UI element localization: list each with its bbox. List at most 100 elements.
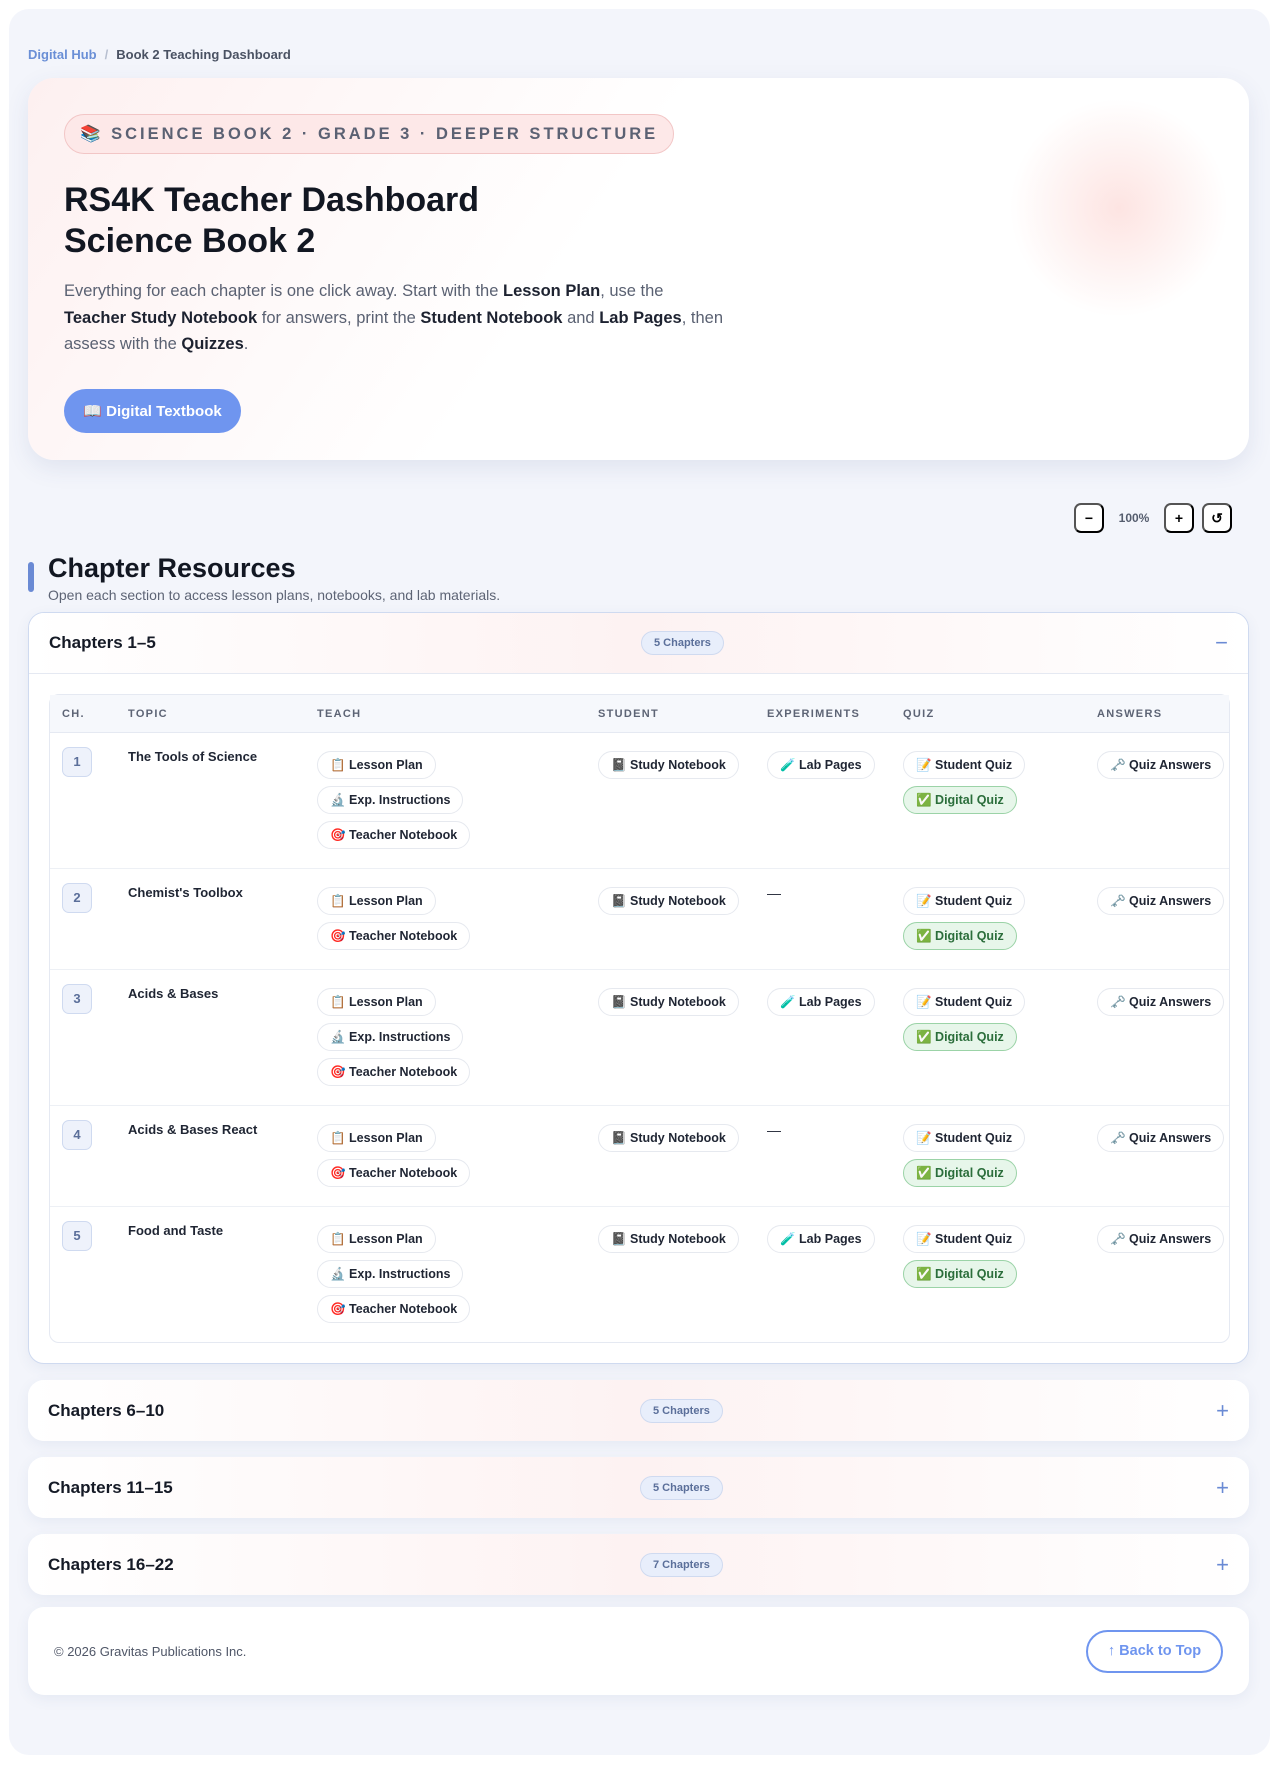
- copyright: © 2026 Gravitas Publications Inc.: [54, 1643, 247, 1659]
- resource-link[interactable]: 📋 Lesson Plan: [317, 751, 436, 779]
- group-header[interactable]: Chapters 16–22 7 Chapters +: [28, 1534, 1249, 1595]
- cell: 📓 Study Notebook: [586, 733, 755, 869]
- table-head: CH. TOPIC TEACH STUDENT EXPERIMENTS QUIZ ANSWE…: [50, 695, 1229, 733]
- description-text: .: [243, 335, 249, 353]
- breadcrumb-item[interactable]: Digital Hub: [28, 47, 97, 62]
- resource-link[interactable]: 📋 Lesson Plan: [317, 1225, 436, 1253]
- resource-link[interactable]: 📝 Student Quiz: [903, 887, 1026, 915]
- group-toggle[interactable]: +: [1216, 1474, 1229, 1500]
- zoom-button[interactable]: −: [1074, 503, 1104, 533]
- resource-link[interactable]: 🧪 Lab Pages: [767, 1225, 875, 1253]
- resource-link[interactable]: 🎯 Teacher Notebook: [317, 1058, 471, 1086]
- group-title: Chapters 1–5: [49, 633, 156, 652]
- resource-link[interactable]: 🎯 Teacher Notebook: [317, 1159, 471, 1187]
- zoom-button[interactable]: +: [1164, 503, 1194, 533]
- resource-link[interactable]: 📝 Student Quiz: [903, 751, 1026, 779]
- empty-cell: —: [767, 885, 781, 901]
- chapter-group: Chapters 6–10 5 Chapters +: [28, 1380, 1249, 1441]
- description-text: Teacher Study Notebook: [64, 308, 258, 327]
- back-to-top[interactable]: ↑ Back to Top: [1086, 1629, 1223, 1673]
- cell: 🧪 Lab Pages: [755, 733, 891, 869]
- cell: Acids & Bases React: [116, 1106, 305, 1207]
- description-text: and: [562, 308, 600, 327]
- description-text: Everything for each chapter is one click…: [64, 282, 503, 300]
- dashboard: Digital Hub / Book 2 Teaching Dashboard 📚 S…: [9, 9, 1270, 1755]
- resource-link[interactable]: 🧪 Lab Pages: [767, 988, 875, 1016]
- resource-link[interactable]: 📝 Student Quiz: [903, 988, 1026, 1016]
- footer: © 2026 Gravitas Publications Inc. ↑ Back …: [28, 1607, 1249, 1695]
- resource-link[interactable]: 📝 Student Quiz: [903, 1124, 1026, 1152]
- resource-link[interactable]: 🔬 Exp. Instructions: [317, 786, 464, 814]
- cell: 📋 Lesson Plan 🎯 Teacher Notebook: [305, 869, 586, 970]
- chapter-row: 4 Acids & Bases React 📋 Lesson Plan 🎯 Teach…: [50, 1106, 1229, 1207]
- resource-link[interactable]: ✅ Digital Quiz: [903, 922, 1017, 950]
- hero: 📚 SCIENCE BOOK 2 · GRADE 3 · DEEPER STRU…: [28, 78, 1249, 460]
- resource-link[interactable]: 📝 Student Quiz: [903, 1225, 1026, 1253]
- group-toggle[interactable]: −: [1215, 630, 1228, 655]
- cell: Chemist's Toolbox: [116, 869, 305, 970]
- chapter-count: 7 Chapters: [640, 1552, 723, 1577]
- resource-link[interactable]: 🗝️ Quiz Answers: [1097, 1225, 1225, 1253]
- description-text: Lab Pages: [599, 308, 682, 327]
- resource-link[interactable]: 📓 Study Notebook: [598, 1124, 739, 1152]
- description-text: , then assess with the: [64, 308, 724, 354]
- resource-link[interactable]: ✅ Digital Quiz: [903, 1260, 1017, 1288]
- group-toggle[interactable]: +: [1216, 1551, 1229, 1577]
- resource-link[interactable]: 📋 Lesson Plan: [317, 988, 436, 1016]
- resource-link[interactable]: 🗝️ Quiz Answers: [1097, 887, 1225, 915]
- column-header: TOPIC: [116, 695, 305, 733]
- cell: 📋 Lesson Plan 🔬 Exp. Instructions 🎯 Teache…: [305, 733, 586, 869]
- cell: 📓 Study Notebook: [586, 970, 755, 1106]
- chapter-number: 3: [62, 984, 92, 1014]
- group-header[interactable]: Chapters 11–15 5 Chapters +: [28, 1457, 1249, 1518]
- cell: 📋 Lesson Plan 🔬 Exp. Instructions 🎯 Teache…: [305, 1207, 586, 1342]
- cell: 🗝️ Quiz Answers: [1085, 970, 1229, 1106]
- resource-link[interactable]: 📋 Lesson Plan: [317, 887, 436, 915]
- resource-link[interactable]: 📓 Study Notebook: [598, 887, 739, 915]
- resource-link[interactable]: 🗝️ Quiz Answers: [1097, 751, 1225, 779]
- chapter-number: 5: [62, 1221, 92, 1251]
- breadcrumb-separator: /: [104, 47, 109, 62]
- resource-link[interactable]: 🧪 Lab Pages: [767, 751, 875, 779]
- column-header: EXPERIMENTS: [755, 695, 891, 733]
- section-accent: [28, 562, 34, 592]
- resource-link[interactable]: 🔬 Exp. Instructions: [317, 1260, 464, 1288]
- column-header: QUIZ: [891, 695, 1085, 733]
- group-toggle[interactable]: +: [1216, 1397, 1229, 1423]
- table-body: 1 The Tools of Science 📋 Lesson Plan 🔬 Exp.…: [50, 733, 1229, 1342]
- resource-link[interactable]: ✅ Digital Quiz: [903, 1159, 1017, 1187]
- resource-link[interactable]: 🗝️ Quiz Answers: [1097, 988, 1225, 1016]
- group-header[interactable]: Chapters 1–5 5 Chapters −: [29, 613, 1248, 674]
- chapter-topic: Food and Taste: [128, 1223, 224, 1238]
- resource-link[interactable]: 🎯 Teacher Notebook: [317, 1295, 471, 1323]
- chapter-topic: Chemist's Toolbox: [128, 885, 243, 900]
- description-text: , use the: [600, 282, 664, 300]
- column-header: CH.: [50, 695, 116, 733]
- resource-link[interactable]: 🎯 Teacher Notebook: [317, 922, 471, 950]
- textbook-button[interactable]: 📖 Digital Textbook: [64, 389, 241, 433]
- cell: 🗝️ Quiz Answers: [1085, 869, 1229, 970]
- resource-link[interactable]: 🗝️ Quiz Answers: [1097, 1124, 1225, 1152]
- resource-link[interactable]: 📓 Study Notebook: [598, 751, 739, 779]
- zoom-button[interactable]: ↺: [1202, 503, 1232, 533]
- zoom-controls: −100% + ↺: [1074, 503, 1232, 533]
- cell: —: [755, 869, 891, 970]
- resource-link[interactable]: 📋 Lesson Plan: [317, 1124, 436, 1152]
- section-header: Chapter Resources Open each section to ac…: [28, 551, 500, 603]
- cell: 4: [50, 1106, 116, 1207]
- resource-link[interactable]: 🎯 Teacher Notebook: [317, 821, 471, 849]
- cell: 📓 Study Notebook: [586, 869, 755, 970]
- chapter-row: 1 The Tools of Science 📋 Lesson Plan 🔬 Exp.…: [50, 733, 1229, 869]
- chapter-row: 5 Food and Taste 📋 Lesson Plan 🔬 Exp. Instr…: [50, 1207, 1229, 1342]
- breadcrumb-item: Book 2 Teaching Dashboard: [116, 47, 291, 62]
- hero-glow: [1009, 98, 1229, 318]
- resource-link[interactable]: 🔬 Exp. Instructions: [317, 1023, 464, 1051]
- cell: 📝 Student Quiz ✅ Digital Quiz: [891, 970, 1085, 1106]
- group-title: Chapters 16–22: [48, 1554, 174, 1574]
- resource-link[interactable]: ✅ Digital Quiz: [903, 1023, 1017, 1051]
- resource-link[interactable]: ✅ Digital Quiz: [903, 786, 1017, 814]
- description-text: for answers, print the: [257, 308, 421, 327]
- group-header[interactable]: Chapters 6–10 5 Chapters +: [28, 1380, 1249, 1441]
- resource-link[interactable]: 📓 Study Notebook: [598, 988, 739, 1016]
- resource-link[interactable]: 📓 Study Notebook: [598, 1225, 739, 1253]
